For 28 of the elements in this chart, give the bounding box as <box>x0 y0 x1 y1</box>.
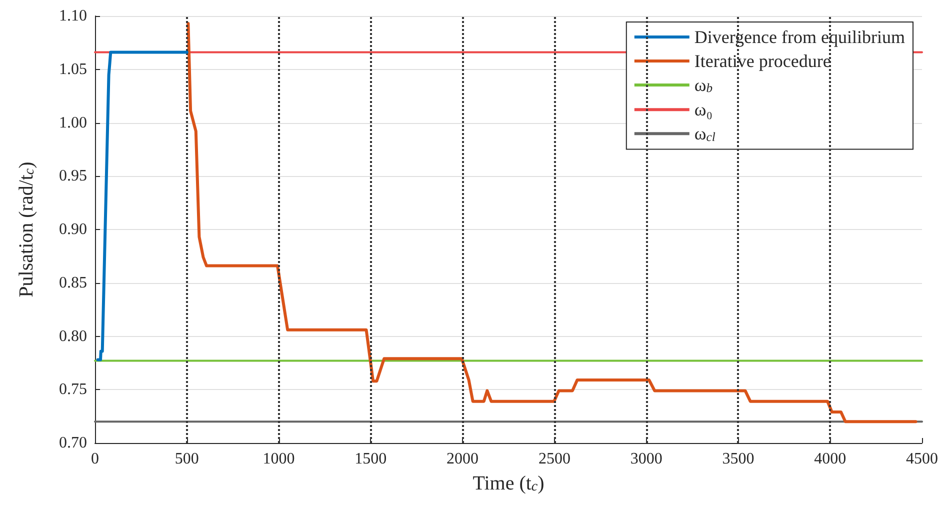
x-axis-title: Time (tc) <box>472 472 544 494</box>
x-tick-label: 1500 <box>354 450 387 468</box>
y-tick-label: 0.80 <box>59 328 87 345</box>
legend-label: ω₀ <box>694 100 713 120</box>
x-tick-label: 2500 <box>538 450 570 468</box>
y-tick-label: 1.00 <box>59 114 87 132</box>
y-axis-title: Pulsation (rad/tc) <box>16 162 38 298</box>
y-tick-label: 0.75 <box>59 381 87 398</box>
legend-label: Divergence from equilibrium <box>694 27 906 47</box>
legend-label: ωb <box>694 75 713 96</box>
y-tick-label: 0.90 <box>59 221 87 238</box>
x-tick-label: 500 <box>174 450 199 468</box>
x-tick-label: 2000 <box>446 450 479 468</box>
y-tick-label: 0.95 <box>59 168 87 185</box>
x-tick-label: 1000 <box>262 450 295 468</box>
legend-label: ωcl <box>694 124 716 144</box>
x-tick-label: 0 <box>91 450 99 468</box>
line-series <box>96 50 188 362</box>
legend-label: Iterative procedure <box>694 51 831 71</box>
line-series <box>186 22 918 424</box>
y-tick-label: 1.10 <box>59 8 87 24</box>
y-tick-label: 1.05 <box>59 60 87 78</box>
x-tick-label: 4500 <box>906 450 938 468</box>
x-tick-label: 3500 <box>722 450 754 468</box>
x-tick-label: 4000 <box>814 450 846 468</box>
x-tick-label: 3000 <box>630 450 662 468</box>
y-tick-label: 0.85 <box>59 274 87 292</box>
y-tick-label: 0.70 <box>59 434 87 452</box>
